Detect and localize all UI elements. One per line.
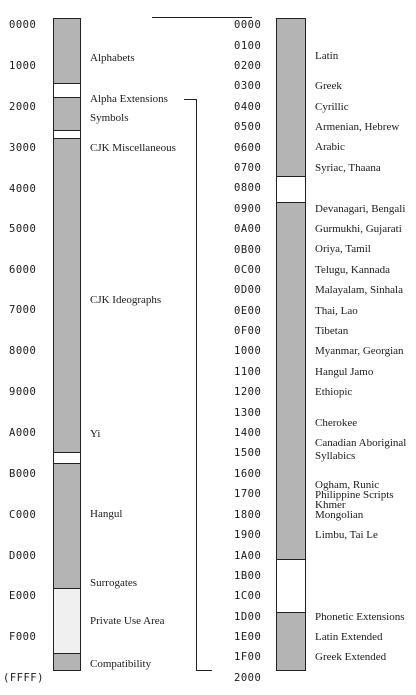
zoom-tick: 1500 <box>234 447 261 459</box>
zoom-tick: 0F00 <box>234 325 261 337</box>
label-myanmar-georgian: Myanmar, Georgian <box>315 346 404 357</box>
bmp-tick: D000 <box>9 550 36 562</box>
label-thai-lao: Thai, Lao <box>315 306 358 317</box>
label-yi: Yi <box>90 429 100 440</box>
zoom-tick: 1400 <box>234 427 261 439</box>
bmp-tick: 3000 <box>9 142 36 154</box>
bmp-tick: 9000 <box>9 386 36 398</box>
bmp-tick: B000 <box>9 468 36 480</box>
label-private-use-area: Private Use Area <box>90 616 165 627</box>
label-mongolian: Mongolian <box>315 510 363 521</box>
zoom-line-bottom-vertical <box>196 99 197 671</box>
zoom-line-top <box>152 17 252 18</box>
label-alphabets: Alphabets <box>90 53 135 64</box>
zoom-tick: 1F00 <box>234 651 261 663</box>
label-ethiopic: Ethiopic <box>315 387 352 398</box>
zoom-tick: 0E00 <box>234 305 261 317</box>
label-syriac-thaana: Syriac, Thaana <box>315 163 381 174</box>
bmp-column <box>53 18 81 671</box>
zoom-tick: 0300 <box>234 80 261 92</box>
label-syllabics: Syllabics <box>315 451 355 462</box>
label-oriya-tamil: Oriya, Tamil <box>315 244 371 255</box>
zoom-tick: 1C00 <box>234 590 261 602</box>
bmp-tick: F000 <box>9 631 36 643</box>
label-arabic: Arabic <box>315 142 345 153</box>
zoom-line-bottom-foot <box>196 670 212 671</box>
label-surrogates: Surrogates <box>90 578 137 589</box>
label-cyrillic: Cyrillic <box>315 102 349 113</box>
bmp-tick: 7000 <box>9 304 36 316</box>
label-hangul: Hangul <box>90 509 122 520</box>
zoom-tick: 0D00 <box>234 284 261 296</box>
zoom-tick: 1B00 <box>234 570 261 582</box>
bmp-tick: C000 <box>9 509 36 521</box>
zoom-tick: 1900 <box>234 529 261 541</box>
label-telugu-kannada: Telugu, Kannada <box>315 265 390 276</box>
zoom-tick: 2000 <box>234 672 261 684</box>
label-gurmukhi-gujarati: Gurmukhi, Gujarati <box>315 224 402 235</box>
label-latin: Latin <box>315 51 338 62</box>
bmp-gap-yi <box>54 452 80 464</box>
label-phonetic-extensions: Phonetic Extensions <box>315 612 405 623</box>
zoom-tick: 1100 <box>234 366 261 378</box>
zoom-tick: 0100 <box>234 40 261 52</box>
zoom-tick: 0B00 <box>234 244 261 256</box>
bmp-tick: 0000 <box>9 19 36 31</box>
label-hangul-jamo: Hangul Jamo <box>315 367 373 378</box>
zoom-gap-1a00 <box>277 559 305 613</box>
zoom-tick: 1000 <box>234 345 261 357</box>
label-cherokee: Cherokee <box>315 418 357 429</box>
zoom-tick: 1D00 <box>234 611 261 623</box>
label-tibetan: Tibetan <box>315 326 348 337</box>
label-cjk-miscellaneous: CJK Miscellaneous <box>90 143 176 154</box>
label-limbu-tai-le: Limbu, Tai Le <box>315 530 378 541</box>
bmp-tick: 2000 <box>9 101 36 113</box>
bmp-gap-alpha-extensions <box>54 83 80 98</box>
zoom-tick: 0500 <box>234 121 261 133</box>
zoom-tick: 0400 <box>234 101 261 113</box>
zoom-tick: 0700 <box>234 162 261 174</box>
zoom-tick: 1700 <box>234 488 261 500</box>
label-alpha-extensions: Alpha Extensions <box>90 94 168 105</box>
zoom-tick: 1E00 <box>234 631 261 643</box>
bmp-private-use-area-segment <box>54 588 80 654</box>
zoom-tick: 1200 <box>234 386 261 398</box>
label-symbols: Symbols <box>90 113 129 124</box>
zoom-gap-0800 <box>277 176 305 203</box>
bmp-tick: 1000 <box>9 60 36 72</box>
zoom-column <box>276 18 306 671</box>
zoom-tick: 1300 <box>234 407 261 419</box>
zoom-tick: 0A00 <box>234 223 261 235</box>
label-armenian-hebrew: Armenian, Hebrew <box>315 122 399 133</box>
label-greek-extended: Greek Extended <box>315 652 386 663</box>
zoom-tick: 1800 <box>234 509 261 521</box>
zoom-tick: 0800 <box>234 182 261 194</box>
zoom-tick: 0900 <box>234 203 261 215</box>
bmp-gap-symbols <box>54 130 80 139</box>
zoom-tick: 1A00 <box>234 550 261 562</box>
label-canadian-aboriginal: Canadian Aboriginal <box>315 438 406 449</box>
zoom-tick: 0600 <box>234 142 261 154</box>
bmp-tick: 8000 <box>9 345 36 357</box>
bmp-tick: (FFFF) <box>3 672 44 684</box>
zoom-tick: 0000 <box>234 19 261 31</box>
zoom-tick: 0200 <box>234 60 261 72</box>
label-malayalam-sinhala: Malayalam, Sinhala <box>315 285 403 296</box>
bmp-tick: 6000 <box>9 264 36 276</box>
label-cjk-ideographs: CJK Ideographs <box>90 295 161 306</box>
bmp-tick: A000 <box>9 427 36 439</box>
zoom-tick: 1600 <box>234 468 261 480</box>
label-latin-extended: Latin Extended <box>315 632 383 643</box>
label-devanagari-bengali: Devanagari, Bengali <box>315 204 405 215</box>
bmp-tick: 5000 <box>9 223 36 235</box>
label-greek: Greek <box>315 81 342 92</box>
bmp-tick: 4000 <box>9 183 36 195</box>
label-compatibility: Compatibility <box>90 659 151 670</box>
zoom-tick: 0C00 <box>234 264 261 276</box>
bmp-tick: E000 <box>9 590 36 602</box>
